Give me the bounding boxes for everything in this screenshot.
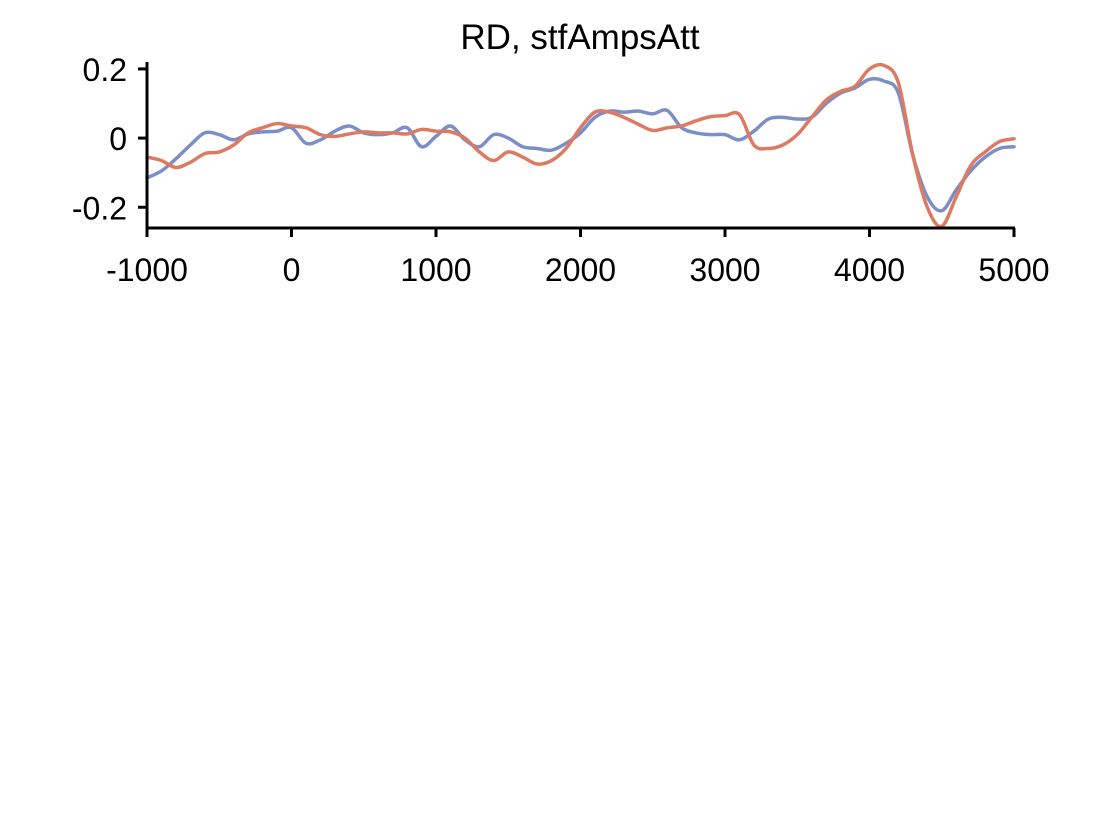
x-tick-label: 3000	[689, 252, 760, 288]
series-line-1	[145, 76, 1016, 213]
y-tick-label: 0	[109, 121, 127, 157]
x-tick-label: 0	[283, 252, 301, 288]
series-line-2	[145, 62, 1016, 229]
x-tick-label: 5000	[978, 252, 1049, 288]
x-tick-label: 4000	[834, 252, 905, 288]
y-axis-ticks: -0.2 0 0.2	[72, 52, 147, 226]
series-layer	[145, 62, 1016, 229]
chart-title: RD, stfAmpsAtt	[460, 18, 699, 57]
x-tick-label: -1000	[106, 252, 188, 288]
x-axis-ticks: -1000 0 1000 2000 3000 4000 5000	[106, 228, 1050, 288]
axes-layer	[145, 62, 1015, 230]
x-tick-label: 1000	[400, 252, 471, 288]
y-tick-label: -0.2	[72, 190, 127, 226]
y-tick-label: 0.2	[83, 52, 127, 88]
x-tick-label: 2000	[545, 252, 616, 288]
